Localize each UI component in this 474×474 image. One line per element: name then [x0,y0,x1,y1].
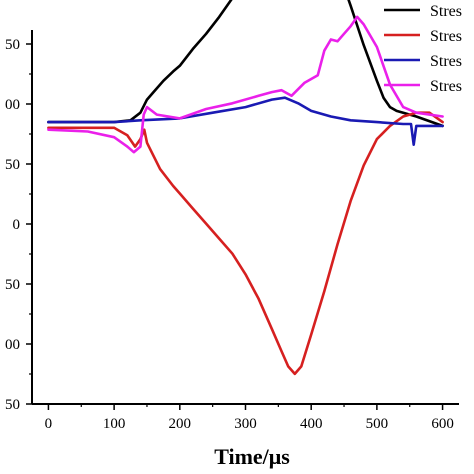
plot-area [47,0,444,376]
y-tick-label: 00 [5,337,20,353]
y-tick-label: 0 [13,217,21,233]
series-line-4 [47,15,444,154]
x-ticks: 0 100 200 300 400 500 600 [45,404,454,432]
series-line-3 [47,96,444,146]
x-axis-title: Time/μs [214,444,290,469]
legend-label-3: Stres [430,53,462,70]
series-line-1 [47,0,444,128]
series-line-2 [47,111,444,376]
legend-label-2: Stres [430,28,462,45]
legend-label-1: Stres [430,3,462,20]
y-tick-label: 50 [5,157,20,173]
x-tick-label: 500 [366,416,389,432]
y-tick-label: 50 [5,37,20,53]
x-tick-label: 200 [169,416,192,432]
y-tick-label: 50 [5,397,20,413]
x-tick-label: 100 [103,416,126,432]
y-ticks: 50 00 50 0 50 00 50 [5,37,32,413]
y-tick-label: 50 [5,277,20,293]
y-tick-label: 00 [5,97,20,113]
x-tick-label: 0 [45,416,53,432]
x-tick-label: 600 [431,416,454,432]
legend: Stres Stres Stres Stres [384,3,462,95]
x-tick-label: 300 [234,416,257,432]
legend-label-4: Stres [430,78,462,95]
x-tick-label: 400 [300,416,323,432]
